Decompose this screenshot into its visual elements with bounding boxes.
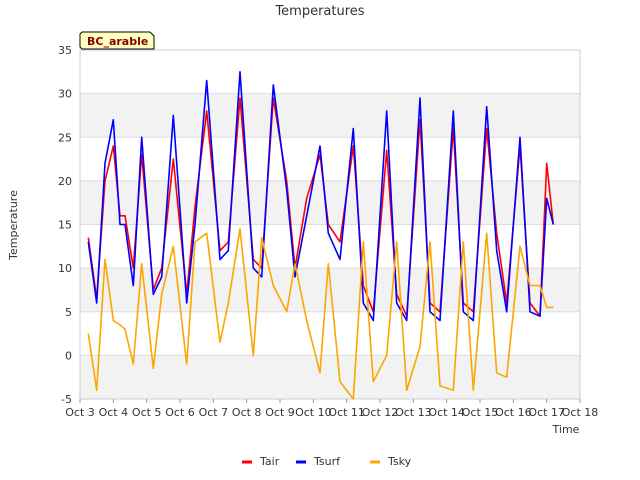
x-tick-label: Oct 17 [528,406,565,419]
y-tick-label: 10 [58,262,72,275]
x-tick-label: Oct 3 [65,406,95,419]
x-tick-label: Oct 18 [562,406,599,419]
x-axis-ticks: Oct 3 Oct 4 Oct 5 Oct 6 Oct 7 Oct 8 Oct 9 Oct 1… [65,399,598,419]
x-tick-label: Oct 7 [199,406,229,419]
x-tick-label: Oct 9 [265,406,295,419]
legend-label-tsurf: Tsurf [313,455,341,468]
x-axis-title: Time [552,423,580,436]
y-axis-ticks: -5 0 5 10 15 20 25 30 35 [58,44,72,406]
y-tick-label: 15 [58,219,72,232]
x-tick-label: Oct 16 [495,406,532,419]
x-tick-label: Oct 8 [232,406,262,419]
x-tick-label: Oct 15 [462,406,499,419]
x-tick-label: Oct 13 [395,406,432,419]
x-tick-label: Oct 14 [428,406,465,419]
y-tick-label: 5 [65,306,72,319]
plot-frame [79,49,581,400]
y-tick-label: 20 [58,175,72,188]
series-lines [87,71,555,400]
legend-label-tsky: Tsky [387,455,412,468]
background-band [80,180,580,225]
background-band [80,93,580,138]
y-tick-label: 30 [58,88,72,101]
x-tick-label: Oct 10 [295,406,332,419]
x-tick-label: Oct 6 [165,406,195,419]
y-tick-label: 0 [65,349,72,362]
x-tick-label: Oct 12 [362,406,399,419]
legend: Tair Tsurf Tsky [242,455,412,468]
site-badge: BC_arable [79,31,155,50]
site-label: BC_arable [87,35,148,48]
y-tick-label: 35 [58,44,72,57]
series-line-tsurf [87,71,555,322]
y-axis-title: Temperature [7,190,20,261]
x-tick-label: Oct 11 [328,406,365,419]
series-line-tsky [87,228,554,400]
y-tick-label: 25 [58,131,72,144]
x-tick-label: Oct 4 [99,406,129,419]
y-tick-label: -5 [61,393,72,406]
chart-title: Temperatures [274,4,364,19]
legend-label-tair: Tair [259,455,280,468]
x-tick-label: Oct 5 [132,406,162,419]
